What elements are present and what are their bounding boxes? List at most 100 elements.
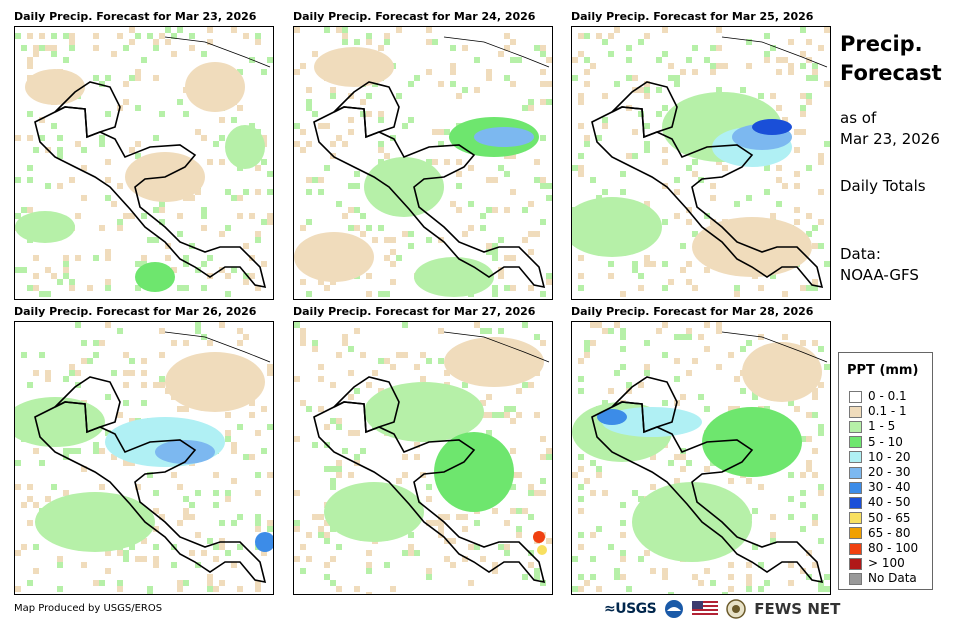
precip-map bbox=[571, 26, 831, 300]
precip-cell bbox=[21, 207, 27, 213]
precip-area bbox=[692, 217, 812, 277]
precip-cell bbox=[444, 129, 450, 135]
precip-cell bbox=[572, 57, 578, 63]
precip-cell bbox=[824, 27, 830, 33]
precip-cell bbox=[596, 33, 602, 39]
precip-cell bbox=[818, 490, 824, 496]
precip-cell bbox=[147, 33, 153, 39]
precip-cell bbox=[546, 57, 552, 63]
precip-cell bbox=[522, 322, 528, 328]
precip-cell bbox=[390, 261, 396, 267]
precip-cell bbox=[105, 430, 111, 436]
precip-cell bbox=[608, 33, 614, 39]
precip-cell bbox=[578, 255, 584, 261]
precip-cell bbox=[668, 63, 674, 69]
precip-cell bbox=[818, 45, 824, 51]
precip-cell bbox=[57, 183, 63, 189]
precip-cell bbox=[450, 562, 456, 568]
precip-cell bbox=[195, 328, 201, 334]
precip-cell bbox=[426, 496, 432, 502]
precip-cell bbox=[824, 81, 830, 87]
precip-cell bbox=[644, 141, 650, 147]
precip-cell bbox=[189, 195, 195, 201]
precip-cell bbox=[195, 267, 201, 273]
precip-cell bbox=[698, 394, 704, 400]
precip-cell bbox=[105, 75, 111, 81]
precip-cell bbox=[231, 478, 237, 484]
precip-cell bbox=[716, 364, 722, 370]
precip-cell bbox=[99, 340, 105, 346]
precip-cell bbox=[318, 526, 324, 532]
precip-area bbox=[434, 432, 514, 512]
precip-cell bbox=[57, 135, 63, 141]
precip-cell bbox=[734, 376, 740, 382]
precip-cell bbox=[644, 340, 650, 346]
precip-cell bbox=[177, 285, 183, 291]
precip-cell bbox=[620, 550, 626, 556]
precip-cell bbox=[590, 322, 596, 328]
legend-item: 0 - 0.1 bbox=[849, 389, 907, 403]
precip-cell bbox=[81, 358, 87, 364]
precip-cell bbox=[788, 472, 794, 478]
precip-cell bbox=[632, 129, 638, 135]
precip-cell bbox=[384, 255, 390, 261]
precip-cell bbox=[135, 141, 141, 147]
precip-cell bbox=[123, 45, 129, 51]
precip-cell bbox=[366, 93, 372, 99]
precip-cell bbox=[474, 520, 480, 526]
precip-cell bbox=[734, 201, 740, 207]
precip-cell bbox=[21, 352, 27, 358]
precip-cell bbox=[504, 255, 510, 261]
precip-cell bbox=[794, 129, 800, 135]
precip-cell bbox=[153, 237, 159, 243]
panel-title: Daily Precip. Forecast for Mar 24, 2026 bbox=[293, 10, 536, 23]
precip-cell bbox=[27, 382, 33, 388]
precip-cell bbox=[584, 57, 590, 63]
precip-area bbox=[742, 342, 822, 402]
precip-cell bbox=[812, 63, 818, 69]
precip-area bbox=[225, 125, 265, 169]
precip-cell bbox=[153, 508, 159, 514]
precip-cell bbox=[183, 406, 189, 412]
precip-cell bbox=[348, 472, 354, 478]
precip-cell bbox=[516, 532, 522, 538]
sidebar-title-line1: Precip. bbox=[840, 32, 923, 56]
legend-item: 0.1 - 1 bbox=[849, 404, 907, 418]
precip-cell bbox=[267, 364, 273, 370]
precip-cell bbox=[644, 364, 650, 370]
legend-swatch bbox=[849, 527, 862, 540]
precip-cell bbox=[231, 562, 237, 568]
yucatan-border bbox=[611, 376, 678, 434]
legend-label: 5 - 10 bbox=[868, 434, 903, 449]
precip-cell bbox=[81, 562, 87, 568]
precip-cell bbox=[632, 261, 638, 267]
precip-cell bbox=[644, 255, 650, 261]
precip-cell bbox=[117, 219, 123, 225]
precip-cell bbox=[378, 358, 384, 364]
precip-cell bbox=[462, 45, 468, 51]
precip-cell bbox=[312, 111, 318, 117]
precip-cell bbox=[177, 520, 183, 526]
panel-title: Daily Precip. Forecast for Mar 27, 2026 bbox=[293, 305, 536, 318]
precip-cell bbox=[468, 201, 474, 207]
precip-cell bbox=[123, 99, 129, 105]
precip-cell bbox=[462, 382, 468, 388]
precip-cell bbox=[644, 87, 650, 93]
precip-cell bbox=[408, 231, 414, 237]
precip-cell bbox=[366, 225, 372, 231]
precip-cell bbox=[516, 57, 522, 63]
legend-item: 10 - 20 bbox=[849, 450, 911, 464]
precip-cell bbox=[336, 466, 342, 472]
precip-cell bbox=[432, 520, 438, 526]
precip-cell bbox=[674, 81, 680, 87]
precip-cell bbox=[69, 370, 75, 376]
precip-cell bbox=[159, 33, 165, 39]
precip-cell bbox=[294, 27, 300, 33]
precip-cell bbox=[788, 63, 794, 69]
precip-cell bbox=[510, 418, 516, 424]
legend-item: 50 - 65 bbox=[849, 511, 911, 525]
precip-cell bbox=[504, 285, 510, 291]
precip-cell bbox=[770, 538, 776, 544]
precip-cell bbox=[534, 574, 540, 580]
precip-cell bbox=[572, 556, 578, 562]
